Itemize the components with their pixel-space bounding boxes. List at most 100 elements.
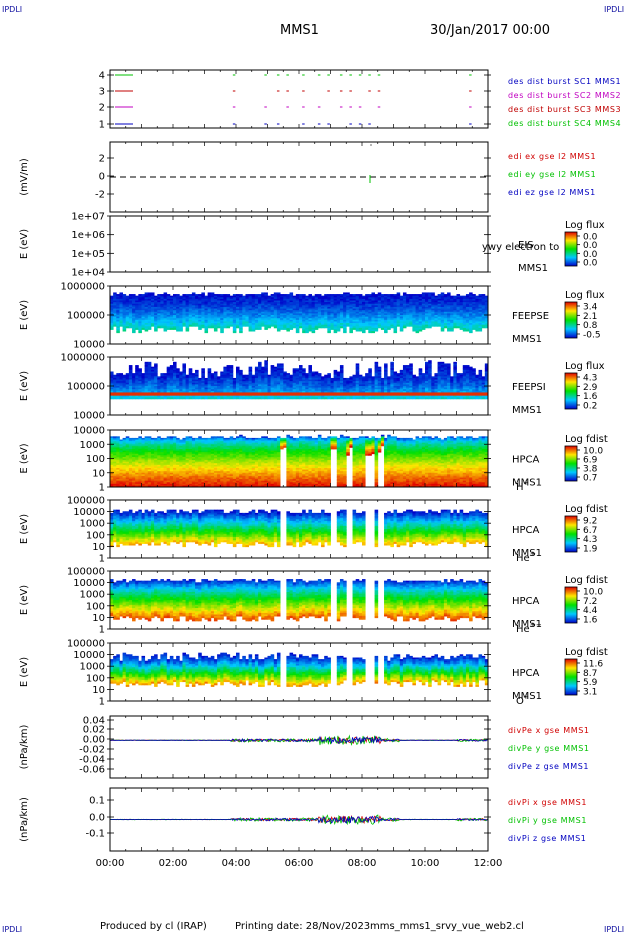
y-tick-label: 10000 <box>73 411 105 422</box>
y-axis-label: E (eV) <box>19 229 30 259</box>
y-tick-label: 100 <box>86 673 105 684</box>
legend-entry: edi ex gse l2 MMS1 <box>508 152 596 161</box>
heatmap-hpca_hepp <box>110 579 489 622</box>
colorbar-title: Log flux <box>565 220 605 231</box>
spacecraft-label: MMS1 <box>512 334 542 345</box>
spacecraft-label: MMS1 <box>518 263 548 274</box>
colorbar-hpca_o <box>564 658 578 696</box>
colorbar-title: Log fdist <box>565 434 608 445</box>
instrument-label: HPCA <box>512 525 540 536</box>
y-axis-label: (mV/m) <box>19 158 30 196</box>
legend-entry: divPi y gse MMS1 <box>508 816 587 825</box>
y-tick-label: 100000 <box>67 496 105 507</box>
y-tick-label: 1000000 <box>60 353 105 364</box>
y-tick-label: 100000 <box>67 311 105 322</box>
legend-entry: des dist burst SC4 MMS4 <box>508 119 621 128</box>
colorbar-tick-label: 0.2 <box>583 402 597 412</box>
y-tick-label: -0.04 <box>79 755 105 766</box>
y-tick-label: 100 <box>86 601 105 612</box>
y-axis-label: E (eV) <box>19 585 30 615</box>
series-divpe <box>109 734 489 746</box>
colorbar-tick-label: 8.7 <box>583 669 597 679</box>
y-tick-label: 1000 <box>80 662 105 673</box>
spacecraft-label: MMS1 <box>512 478 542 489</box>
y-tick-label: 4 <box>99 71 105 82</box>
corner-label-bottom-right: IPDLI <box>604 925 624 934</box>
y-tick-label: 10 <box>92 685 105 696</box>
series-line-divpe-3 <box>110 735 489 745</box>
species-label: O <box>516 696 524 707</box>
y-tick-label: 1 <box>99 120 105 131</box>
legend-entry: divPe y gse MMS1 <box>508 744 590 753</box>
y-tick-label: 10 <box>92 613 105 624</box>
colorbar-hpca_hepp <box>564 586 578 624</box>
y-tick-label: 10000 <box>73 507 105 518</box>
colorbar-tick-label: 10.0 <box>583 588 603 598</box>
colorbar-tick-label: 0.0 <box>583 241 598 251</box>
y-tick-label: 1e+06 <box>71 230 105 241</box>
colorbar-title: Log fdist <box>565 575 608 586</box>
y-tick-label: -0.1 <box>85 829 105 840</box>
printing-date: Printing date: 28/Nov/2023 <box>235 921 370 932</box>
corner-label-top-left: IPDLI <box>2 5 22 14</box>
y-tick-label: 1000 <box>80 440 105 451</box>
y-tick-label: -0.06 <box>79 765 105 776</box>
x-tick-label: 02:00 <box>159 858 188 869</box>
y-axis-label: E (eV) <box>19 657 30 687</box>
legend-entry: divPe x gse MMS1 <box>508 726 590 735</box>
y-axis-label: E (eV) <box>19 443 30 473</box>
panel-frame-burst <box>109 69 489 129</box>
colorbar-feepse <box>564 301 578 339</box>
y-axis-label: (nPa/km) <box>19 797 30 842</box>
instrument-label: HPCA <box>512 455 540 466</box>
colorbar-title: Log flux <box>565 290 605 301</box>
y-tick-label: -2 <box>95 190 105 201</box>
colorbar-tick-label: -0.5 <box>583 331 601 341</box>
y-tick-label: 1e+04 <box>71 268 105 279</box>
legend-entry: des dist burst SC2 MMS2 <box>508 91 621 100</box>
legend-entry: edi ez gse l2 MMS1 <box>508 188 596 197</box>
y-tick-label: 1000000 <box>60 282 105 293</box>
overlay-text: ywy electron to <box>482 242 559 253</box>
colorbar-tick-label: 4.3 <box>583 535 597 545</box>
y-axis-label: (nPa/km) <box>19 725 30 770</box>
species-label: He <box>516 624 530 635</box>
species-charge: + <box>523 693 529 701</box>
legend-entry: divPi z gse MMS1 <box>508 834 586 843</box>
mission-title: MMS1 <box>280 23 319 38</box>
y-axis-label: E (eV) <box>19 371 30 401</box>
y-tick-label: 0.04 <box>83 716 105 727</box>
species-charge: ++ <box>530 621 542 629</box>
y-tick-label: 1 <box>99 625 105 636</box>
spacecraft-label: MMS1 <box>512 691 542 702</box>
y-tick-label: 1000 <box>80 519 105 530</box>
colorbar-tick-label: 6.9 <box>583 456 598 466</box>
y-tick-label: 100000 <box>67 382 105 393</box>
colorbar-tick-label: 10.0 <box>583 447 603 457</box>
series-divpi <box>109 814 489 826</box>
y-tick-label: 100 <box>86 530 105 541</box>
x-tick-label: 04:00 <box>222 858 251 869</box>
y-tick-label: 0.02 <box>83 725 105 736</box>
x-tick-label: 06:00 <box>285 858 314 869</box>
corner-label-top-right: IPDLI <box>604 5 624 14</box>
colorbar-tick-label: 3.8 <box>583 465 598 475</box>
legend-entry: des dist burst SC1 MMS1 <box>508 77 621 86</box>
y-axis-label: E (eV) <box>19 514 30 544</box>
colorbar-tick-label: 0.0 <box>583 259 598 269</box>
heatmap-hpca_he <box>110 509 489 548</box>
instrument-label: HPCA <box>512 596 540 607</box>
y-tick-label: 1e+07 <box>71 212 105 223</box>
species-label: H <box>516 482 524 493</box>
y-tick-label: 100000 <box>67 567 105 578</box>
y-tick-label: 3 <box>99 87 105 98</box>
colorbar-tick-label: 6.7 <box>583 526 597 536</box>
y-tick-label: 10000 <box>73 578 105 589</box>
colorbar-tick-label: 1.9 <box>583 545 598 555</box>
colorbar-title: Log fdist <box>565 647 608 658</box>
colorbar-hpca_h <box>564 445 578 482</box>
y-tick-label: 10 <box>92 542 105 553</box>
x-tick-label: 08:00 <box>348 858 377 869</box>
y-axis-label: E (eV) <box>19 300 30 330</box>
y-tick-label: 100 <box>86 454 105 465</box>
